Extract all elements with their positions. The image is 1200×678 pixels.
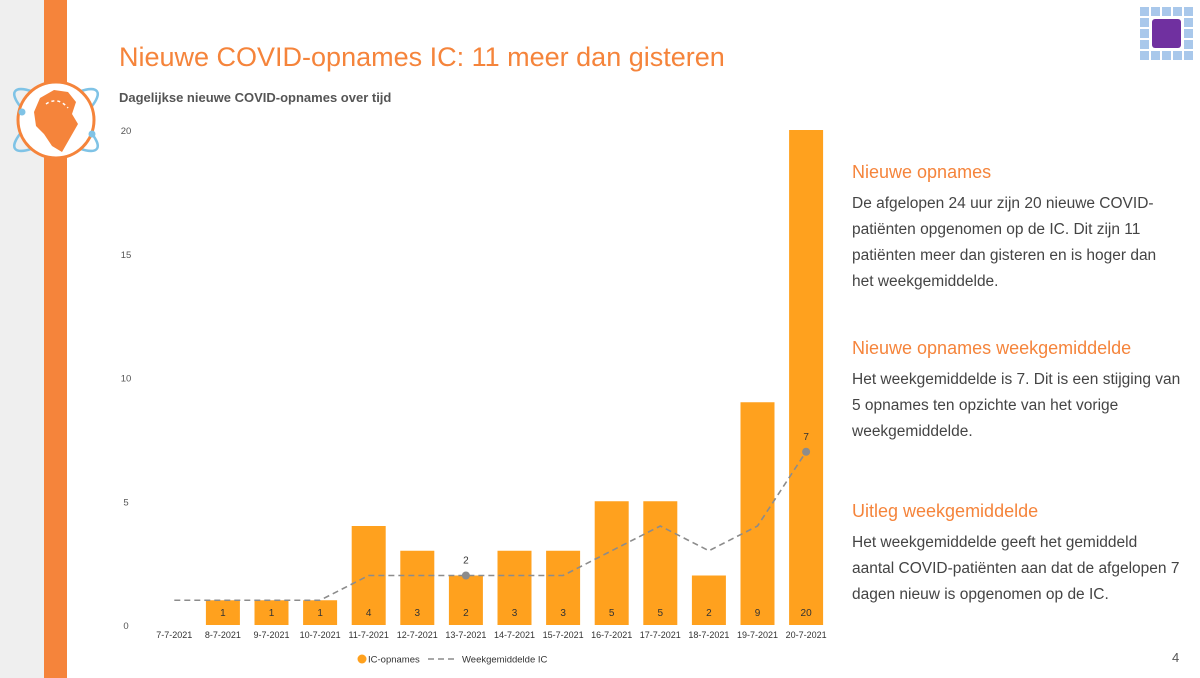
y-tick-label: 15 [121, 250, 132, 261]
netherlands-map-icon [13, 80, 99, 160]
bar [691, 575, 726, 625]
panel-body: Het weekgemiddelde geeft het gemiddeld a… [852, 534, 1180, 603]
panel-heading: Nieuwe opnames [852, 162, 992, 182]
panel-weekly-average: Nieuwe opnames weekgemiddelde Het weekge… [852, 338, 1182, 445]
legend-bar-swatch [357, 654, 367, 664]
x-tick-label: 18-7-2021 [688, 630, 729, 640]
weekly-average-point [461, 571, 470, 580]
bar [303, 600, 338, 625]
page-number: 4 [1172, 650, 1180, 665]
panel-average-explanation: Uitleg weekgemiddelde Het weekgemiddelde… [852, 501, 1182, 608]
x-tick-label: 16-7-2021 [591, 630, 632, 640]
panel-heading: Uitleg weekgemiddelde [852, 501, 1039, 521]
bar-data-label: 3 [415, 608, 421, 619]
weekly-average-line [174, 451, 807, 602]
x-tick-label: 20-7-2021 [786, 630, 827, 640]
x-tick-label: 12-7-2021 [397, 630, 438, 640]
bar-data-label: 20 [801, 608, 813, 619]
chart-subtitle: Dagelijkse nieuwe COVID-opnames over tij… [119, 90, 392, 105]
bar-data-label: 1 [220, 608, 226, 619]
bar-data-label: 2 [706, 608, 712, 619]
bar [789, 130, 824, 625]
y-tick-label: 10 [121, 374, 132, 385]
page-title: Nieuwe COVID-opnames IC: 11 meer dan gis… [119, 42, 725, 72]
bar-data-label: 2 [463, 608, 469, 619]
y-tick-label: 0 [123, 621, 128, 632]
bar [594, 501, 629, 625]
bar [254, 600, 289, 625]
legend-bar-label: IC-opnames [368, 655, 420, 666]
x-tick-label: 8-7-2021 [205, 630, 241, 640]
brand-logo-icon [1140, 7, 1193, 60]
panel-heading: Nieuwe opnames weekgemiddelde [852, 338, 1132, 358]
bar [740, 402, 775, 625]
bar-data-label: 3 [512, 608, 518, 619]
line-data-label: 2 [463, 556, 469, 567]
x-tick-label: 7-7-2021 [156, 630, 192, 640]
bar-data-label: 5 [658, 608, 664, 619]
ic-admissions-chart: 0 5 10 15 20 1 1 1 4 3 2 3 3 5 5 2 9 20 7-7-2021 8-7-2021… [121, 126, 827, 666]
x-tick-label: 19-7-2021 [737, 630, 778, 640]
bar-data-label: 3 [560, 608, 566, 619]
bar [643, 501, 678, 625]
panel-new-admissions: Nieuwe opnames De afgelopen 24 uur zijn … [852, 162, 1182, 295]
bar-data-label: 9 [755, 608, 761, 619]
bar-data-label: 5 [609, 608, 615, 619]
x-tick-label: 15-7-2021 [543, 630, 584, 640]
y-tick-label: 20 [121, 126, 132, 137]
bar [400, 550, 435, 625]
line-data-label: 7 [803, 432, 809, 443]
bar-data-label: 4 [366, 608, 372, 619]
x-tick-label: 13-7-2021 [445, 630, 486, 640]
legend-line-label: Weekgemiddelde IC [462, 655, 548, 666]
bar [497, 550, 532, 625]
panel-body: Het weekgemiddelde is 7. Dit is een stij… [852, 371, 1181, 440]
bar [546, 550, 581, 625]
bar [205, 600, 240, 625]
weekly-average-point [802, 447, 811, 456]
panel-body: De afgelopen 24 uur zijn 20 nieuwe COVID… [852, 195, 1157, 290]
bar [448, 575, 483, 625]
x-tick-label: 9-7-2021 [253, 630, 289, 640]
x-tick-label: 10-7-2021 [300, 630, 341, 640]
y-tick-label: 5 [123, 497, 128, 508]
left-accent-stripe [44, 0, 67, 678]
x-tick-label: 14-7-2021 [494, 630, 535, 640]
bar-data-label: 1 [269, 608, 275, 619]
bar-data-label: 1 [317, 608, 323, 619]
x-tick-label: 11-7-2021 [349, 630, 389, 640]
x-tick-label: 17-7-2021 [640, 630, 681, 640]
